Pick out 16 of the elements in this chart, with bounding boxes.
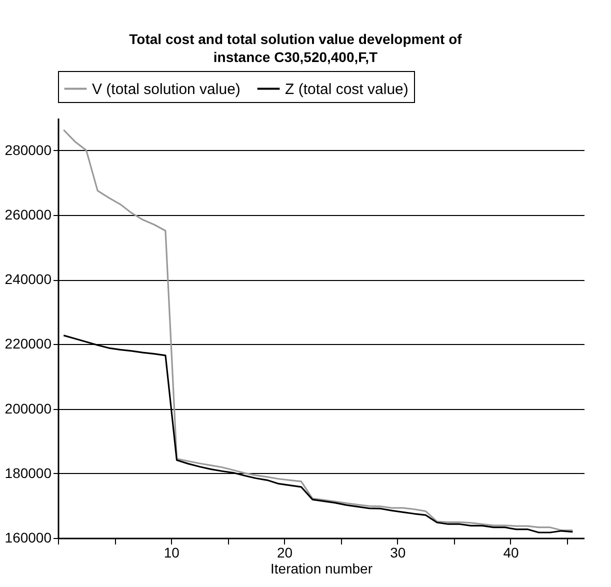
- x-tick-label: 10: [164, 544, 180, 560]
- x-tick-label: 30: [390, 544, 406, 560]
- x-tick-label: 40: [503, 544, 519, 560]
- y-tick-label: 220000: [4, 336, 52, 352]
- chart-title: Total cost and total solution value development of instance C30,520,400,F,T: [128, 30, 463, 66]
- legend-label: V (total solution value): [92, 80, 240, 98]
- y-tick-label: 240000: [4, 271, 52, 288]
- line-series: [62, 129, 574, 532]
- y-tick-label: 260000: [4, 206, 52, 222]
- y-tick-label: 160000: [4, 530, 52, 546]
- y-tick-label: 280000: [4, 142, 52, 158]
- y-tick-label: 180000: [4, 464, 52, 481]
- x-axis-title: Iteration number: [270, 560, 373, 576]
- legend-label: Z (total cost value): [285, 80, 408, 98]
- y-tick-label: 200000: [4, 400, 52, 416]
- x-tick-label: 20: [276, 544, 293, 560]
